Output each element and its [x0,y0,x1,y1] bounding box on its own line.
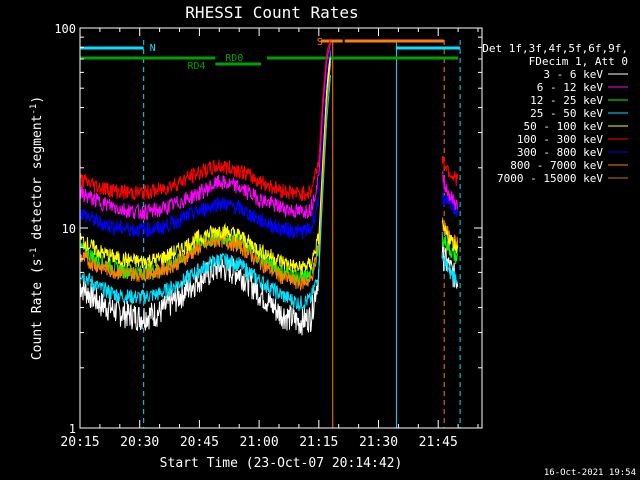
series-6-12-kevline-after-saa [441,171,459,211]
series-100-300-kevline-after-saa [441,155,459,187]
series-100-300-kevline [79,38,331,202]
annotation-n: N [150,43,156,54]
event-markers: N RD0 RD4 S [79,37,461,428]
x-tick-label: 21:00 [240,435,279,450]
series-layer [79,38,459,336]
annotation-s: S [317,37,323,48]
annotation-rd4: RD4 [187,61,205,72]
legend-entry-label: 12 - 25 keV [530,94,603,107]
annotation-rd0: RD0 [225,53,243,64]
legend-entry-label: 300 - 800 keV [517,146,603,159]
legend-entry-label: 50 - 100 keV [524,120,604,133]
axes: 1 10 100 20:15 20:30 20:45 21:00 21:15 21:30 21:4… [54,22,482,450]
legend-title-decimation: FDecim 1, Att 0 [529,55,628,68]
y-axis-label-mid: detector segment [30,115,45,248]
legend-entry-label: 3 - 6 keV [543,68,603,81]
x-tick-label: 21:45 [419,435,458,450]
series-300-800-kevline [79,48,331,240]
series-50-100-kevline-after-saa [441,220,459,254]
x-tick-label: 20:15 [60,435,99,450]
x-axis-label: Start Time (23-Oct-07 20:14:42) [160,456,403,471]
y-axis-label-end: ) [30,96,45,104]
y-tick-label: 1 [69,422,76,436]
y-axis-label: Count Rate (s-1 detector segment-1) [29,96,45,360]
chart-title: RHESSI Count Rates [185,3,358,22]
y-tick-label: 10 [62,222,76,236]
legend-title-detectors: Det 1f,3f,4f,5f,6f,9f, [482,42,628,55]
legend-entry-label: 6 - 12 keV [537,81,604,94]
x-tick-label: 21:15 [299,435,338,450]
series-6-12-kevline [79,42,331,221]
timestamp: 16-Oct-2021 19:54 [543,468,636,478]
series-3-6-kevline [79,50,331,336]
x-tick-label: 20:45 [180,435,219,450]
y-axis-label-sup2: -1 [29,104,39,115]
legend-entry-label: 25 - 50 keV [530,107,603,120]
series-12-25-kevline-after-saa [441,231,459,265]
series-25-50-kevline [79,74,331,312]
series-300-800-kevline-after-saa [441,192,459,217]
x-tick-label: 20:30 [120,435,159,450]
legend-entry-label: 800 - 7000 keV [510,159,603,172]
y-axis-label-sup1: -1 [29,248,39,259]
y-axis-label-main: Count Rate (s [30,258,45,360]
y-tick-label: 100 [54,22,76,36]
legend: Det 1f,3f,4f,5f,6f,9f, FDecim 1, Att 0 3… [482,42,628,185]
series-50-100-kevline [79,57,331,275]
series-800-7000-kevline [79,64,331,291]
legend-entry-label: 100 - 300 keV [517,133,603,146]
series-25-50-kevline-after-saa [441,251,459,284]
x-tick-label: 21:30 [359,435,398,450]
legend-entry-label: 7000 - 15000 keV [497,172,603,185]
